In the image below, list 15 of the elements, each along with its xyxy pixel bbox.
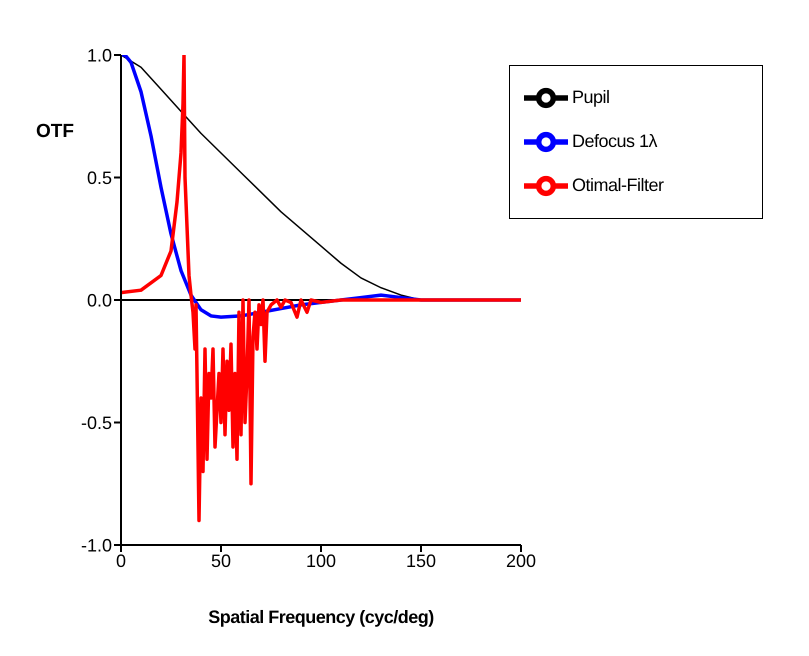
legend-label: Pupil (572, 86, 610, 107)
y-tick-label: 0.5 (86, 168, 112, 188)
x-tick-label: 0 (116, 550, 126, 571)
x-tick-label: 150 (406, 550, 436, 571)
x-tick-label: 100 (306, 550, 336, 571)
y-tick-label: -0.5 (80, 412, 112, 433)
x-tick-label: 200 (506, 550, 536, 571)
legend-label: Otimal-Filter (572, 174, 664, 195)
y-tick-label: 1.0 (86, 45, 112, 66)
legend-label: Defocus 1λ (572, 130, 658, 151)
y-tick-label: 0.0 (86, 290, 112, 310)
x-axis-title: Spatial Frequency (cyc/deg) (208, 606, 434, 627)
y-tick-label: -1.0 (80, 535, 112, 556)
x-tick-label: 50 (210, 550, 232, 571)
y-axis-title: OTF (36, 121, 74, 143)
